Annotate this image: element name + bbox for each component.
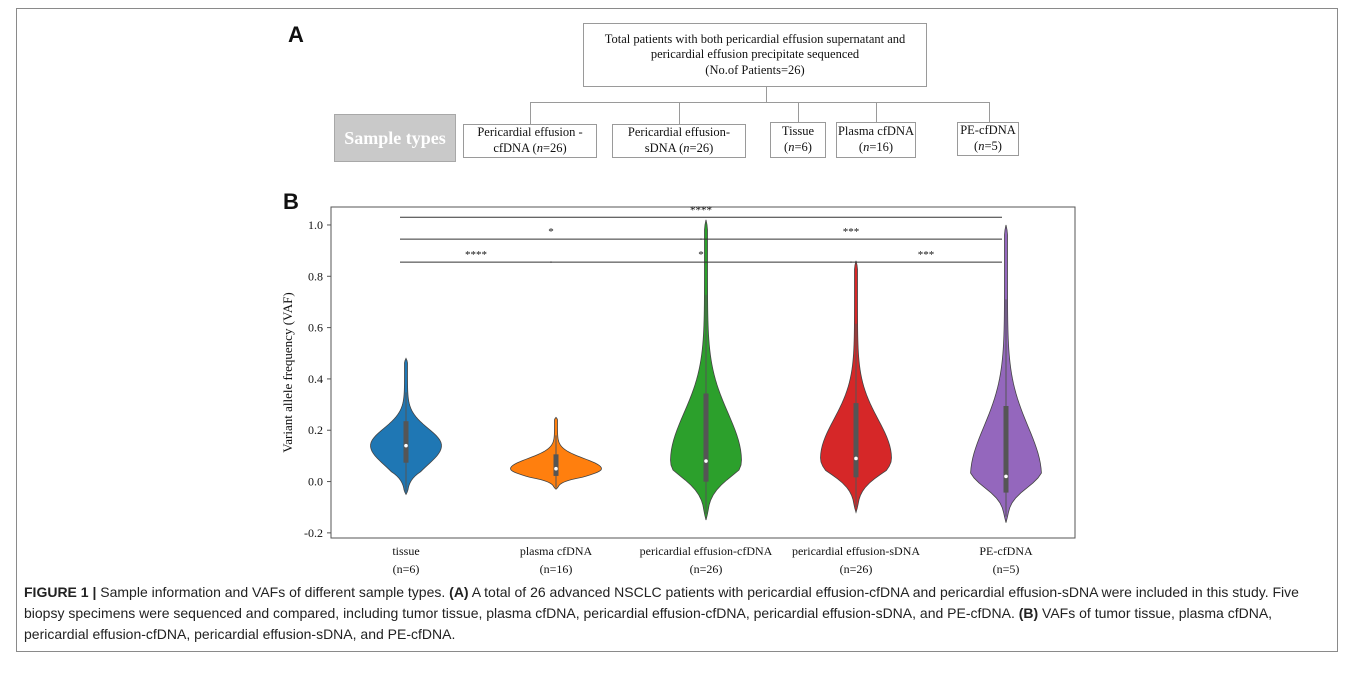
sample-box-plasma-cfdna: Plasma cfDNA (n=16) xyxy=(836,122,916,158)
violin-median-dot xyxy=(854,456,858,461)
caption-a-ref: (A) xyxy=(449,584,469,600)
connector-trunk xyxy=(766,87,767,102)
caption-b-ref: (B) xyxy=(1018,605,1039,621)
x-tick-label: plasma cfDNA xyxy=(520,544,593,558)
sample-box-tissue: Tissue (n=6) xyxy=(770,122,826,158)
sample-box-pe-cfdna: PE-cfDNA (n=5) xyxy=(957,122,1019,156)
sample-box-line2: (n=5) xyxy=(974,139,1002,153)
y-tick-label: 0.2 xyxy=(308,423,323,437)
total-patients-line1: Total patients with both pericardial eff… xyxy=(604,31,906,46)
caption-text-2: A total of 26 advanced NSCLC patients wi… xyxy=(24,584,1299,621)
sample-box-line2: (n=6) xyxy=(784,140,812,154)
sample-box-line1: Pericardial effusion - xyxy=(477,125,583,140)
y-tick-label: 0.4 xyxy=(308,372,323,386)
plot-frame xyxy=(330,206,1076,539)
violin-iqr-box xyxy=(853,403,859,478)
x-tick-label: pericardial effusion-cfDNA xyxy=(640,544,773,558)
y-tick-label: 0.6 xyxy=(308,321,323,335)
significance-label: **** xyxy=(690,204,712,216)
significance-label: * xyxy=(548,226,554,238)
sample-box-line2: (n=16) xyxy=(858,140,894,154)
sample-box-pericardial-sdna: Pericardial effusion- sDNA (n=26) xyxy=(612,124,746,158)
sample-types-label: Sample types xyxy=(334,114,456,162)
sample-box-pericardial-cfdna: Pericardial effusion - cfDNA (n=26) xyxy=(463,124,597,158)
sample-box-line1: Tissue xyxy=(781,124,815,139)
y-tick-label: 1.0 xyxy=(308,218,323,232)
sample-box-line1: PE-cfDNA xyxy=(960,123,1016,138)
x-tick-label: PE-cfDNA xyxy=(979,544,1033,558)
total-patients-line2: pericardial effusion precipitate sequenc… xyxy=(650,47,860,62)
total-patients-line3: (No.of Patients=26) xyxy=(705,62,805,77)
sample-box-line1: Plasma cfDNA xyxy=(837,124,915,139)
violin-iqr-box xyxy=(553,454,559,476)
x-tick-label: tissue xyxy=(392,544,419,558)
y-tick-label: 0.0 xyxy=(308,475,323,489)
y-tick-label: -0.2 xyxy=(304,526,323,540)
panel-b-label: B xyxy=(283,189,299,214)
connector-horizontal xyxy=(530,102,990,103)
connector-branch-2 xyxy=(679,102,680,124)
panel-a-label: A xyxy=(288,22,304,47)
violin-chart: -0.2 0.0 0.2 0.4 0.6 0.8 1.0 Variant allele fre… xyxy=(280,204,1076,576)
x-tick-n-label: (n=6) xyxy=(393,562,420,576)
sample-box-line1: Pericardial effusion- xyxy=(627,125,731,140)
x-tick-n-label: (n=16) xyxy=(540,562,573,576)
x-tick-label: pericardial effusion-sDNA xyxy=(792,544,920,558)
figure-frame xyxy=(16,8,1338,652)
x-tick-n-label: (n=26) xyxy=(840,562,873,576)
x-tick-n-label: (n=26) xyxy=(690,562,723,576)
violin-median-dot xyxy=(1004,474,1008,479)
caption-text-1: Sample information and VAFs of different… xyxy=(96,584,450,600)
figure-caption: FIGURE 1 | Sample information and VAFs o… xyxy=(24,582,1334,645)
y-tick-label: 0.8 xyxy=(308,269,323,283)
connector-branch-5 xyxy=(989,102,990,122)
connector-branch-4 xyxy=(876,102,877,122)
violin-median-dot xyxy=(704,459,708,463)
violin-median-dot xyxy=(404,443,408,448)
violin-median-dot xyxy=(554,466,558,471)
caption-figure-label: FIGURE 1 | xyxy=(24,584,97,600)
violin-iqr-box xyxy=(703,393,709,482)
total-patients-box: Total patients with both pericardial eff… xyxy=(583,23,927,87)
caption-text-3: VAFs of tumor tissue, plasma cfDNA, peri… xyxy=(24,605,1273,642)
significance-label: *** xyxy=(843,226,860,238)
connector-branch-1 xyxy=(530,102,531,124)
connector-branch-3 xyxy=(798,102,799,122)
violin-iqr-box xyxy=(1003,406,1009,493)
significance-label: *** xyxy=(918,249,935,261)
y-axis-label: Variant allele frequency (VAF) xyxy=(280,292,295,452)
sample-box-line2: cfDNA (n=26) xyxy=(493,141,567,155)
violin-iqr-box xyxy=(403,421,409,463)
sample-box-line2: sDNA (n=26) xyxy=(644,141,714,155)
significance-label: **** xyxy=(465,249,487,261)
significance-label: * xyxy=(698,249,704,261)
x-tick-n-label: (n=5) xyxy=(993,562,1020,576)
